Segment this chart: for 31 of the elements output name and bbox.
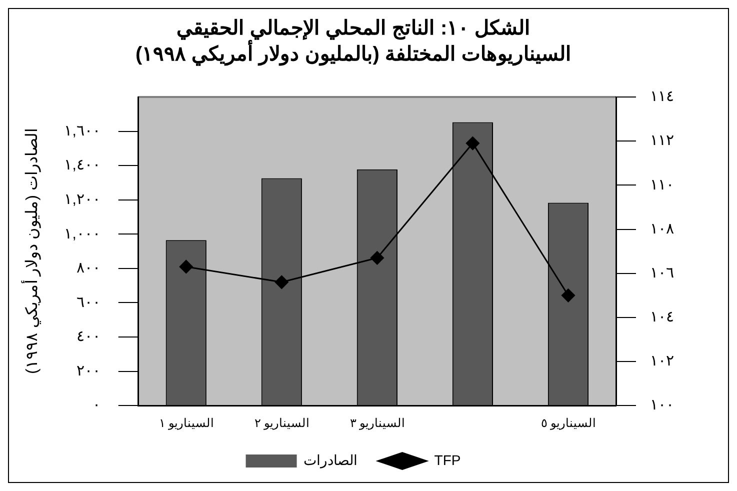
y-tick-label: ١,٢٠٠ xyxy=(64,191,100,208)
y-tick-label: ١,٦٠٠ xyxy=(64,122,100,140)
y2-tick-label: ١٠٠ xyxy=(650,396,674,414)
y-tick-label: ٨٠٠ xyxy=(76,260,100,277)
y2-tick-label: ١١٠ xyxy=(650,176,674,194)
y-tick-label: ٦٠٠ xyxy=(76,294,100,311)
y2-tick-label: ١١٢ xyxy=(650,132,674,150)
y-tick-label: ٢٠٠ xyxy=(76,362,100,380)
chart-title: الشكل ١٠: الناتج المحلي الإجمالي الحقيقي xyxy=(176,18,531,41)
x-tick-label: السيناريو ٣ xyxy=(350,416,404,430)
y2-tick-label: ١٠٢ xyxy=(650,352,674,370)
y2-tick-label: ١٠٦ xyxy=(650,264,674,282)
point xyxy=(561,288,575,302)
point xyxy=(179,260,193,274)
x-tick-label: السيناريو ٥ xyxy=(541,416,596,430)
y2-tick-label: ١٠٨ xyxy=(650,220,674,238)
legend-label: TFP xyxy=(434,452,461,468)
y-tick-label: ١,٠٠٠ xyxy=(64,225,100,242)
point xyxy=(466,136,480,150)
legend-label: الصادرات xyxy=(303,452,358,469)
point xyxy=(274,275,288,289)
y2-tick-label: ١٠٤ xyxy=(650,308,674,326)
y-tick-label: ١,٤٠٠ xyxy=(64,156,100,174)
chart-subtitle: السيناريوهات المختلفة (بالمليون دولار أمريكي ١٩٩٨) xyxy=(135,40,572,67)
y-tick-label: ٤٠٠ xyxy=(76,328,100,346)
x-tick-label: السيناريو ١ xyxy=(158,416,214,430)
y-axis-title: الصادرات (مليون دولار أمريكي ١٩٩٨) xyxy=(21,128,42,374)
point xyxy=(370,251,384,265)
y-tick-label: ٠ xyxy=(92,396,100,414)
x-tick-label: السيناريو ٢ xyxy=(254,416,309,430)
y2-tick-label: ١١٤ xyxy=(650,88,674,106)
